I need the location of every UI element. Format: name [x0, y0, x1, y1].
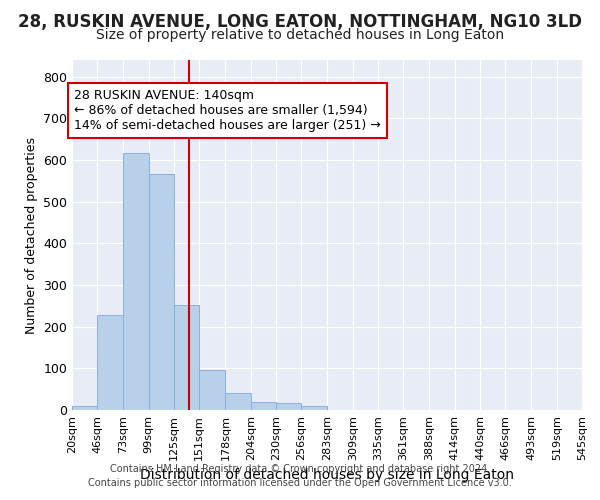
Bar	[199, 370, 226, 410]
Text: 28 RUSKIN AVENUE: 140sqm
← 86% of detached houses are smaller (1,594)
14% of sem: 28 RUSKIN AVENUE: 140sqm ← 86% of detach…	[74, 89, 380, 132]
X-axis label: Distribution of detached houses by size in Long Eaton: Distribution of detached houses by size …	[140, 468, 514, 482]
Bar	[276, 402, 301, 410]
Bar	[72, 406, 97, 410]
Bar	[226, 392, 251, 410]
Text: Size of property relative to detached houses in Long Eaton: Size of property relative to detached ho…	[96, 28, 504, 42]
Bar	[174, 304, 199, 410]
Bar	[97, 315, 124, 410]
Y-axis label: Number of detached properties: Number of detached properties	[25, 136, 38, 334]
Text: Contains HM Land Registry data © Crown copyright and database right 2024.
Contai: Contains HM Land Registry data © Crown c…	[88, 464, 512, 487]
Bar	[251, 402, 276, 410]
Text: 28, RUSKIN AVENUE, LONG EATON, NOTTINGHAM, NG10 3LD: 28, RUSKIN AVENUE, LONG EATON, NOTTINGHA…	[18, 12, 582, 30]
Bar	[124, 152, 149, 410]
Bar	[149, 174, 174, 410]
Bar	[301, 406, 328, 410]
